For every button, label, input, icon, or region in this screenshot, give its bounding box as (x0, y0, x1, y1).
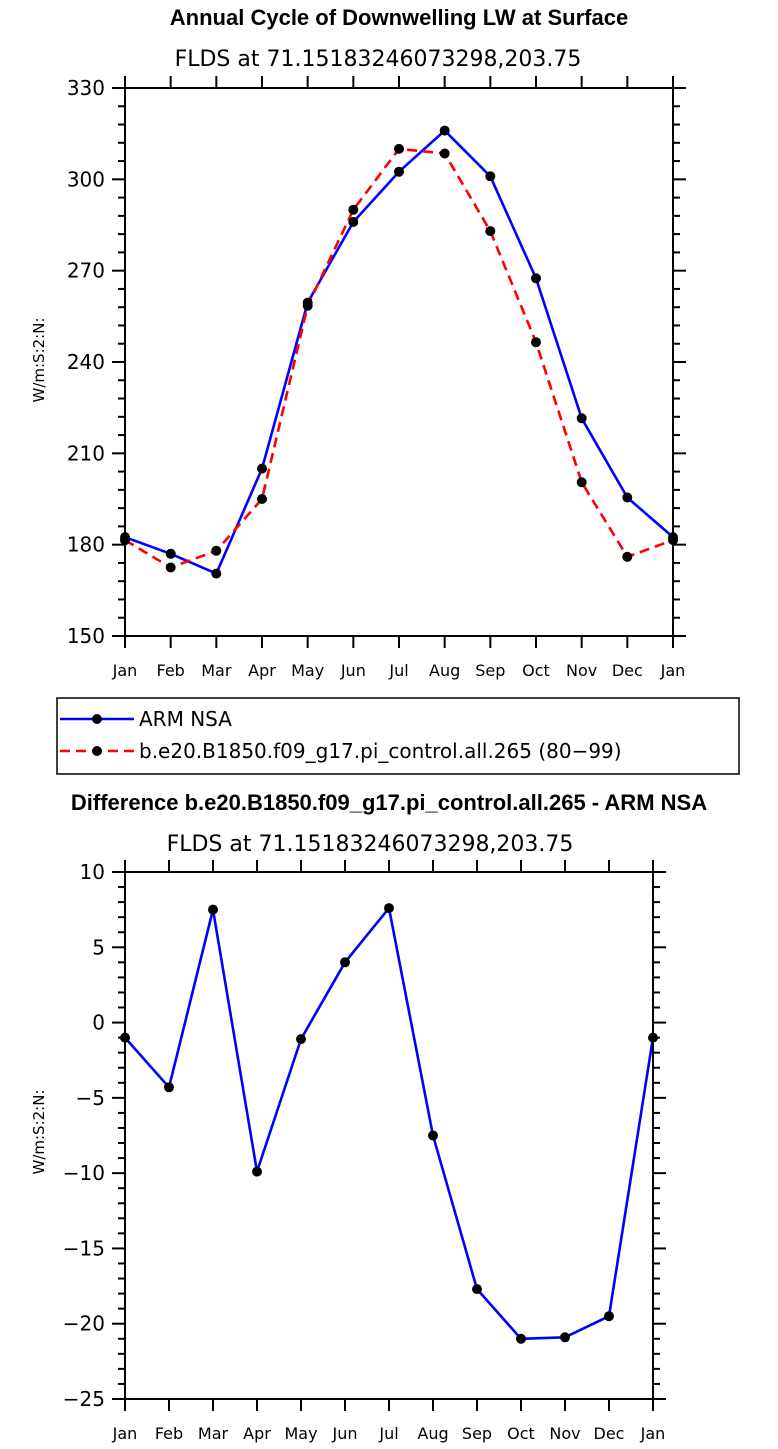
data-point-1-4 (302, 300, 313, 311)
data-point-1-11 (622, 551, 633, 562)
x-tick-label-dec: Dec (612, 661, 643, 680)
data-point-0-7 (439, 125, 450, 136)
series-line-b-e20-b1850-f09-g17-pi-control-all-265-80-99 (124, 147, 674, 569)
y-tick-label: 330 (67, 76, 105, 100)
data-point-0-5 (348, 217, 359, 227)
y-tick-label: 150 (67, 624, 105, 648)
series-line-arm-nsa (124, 129, 674, 575)
x-tick-label-oct: Oct (522, 661, 550, 680)
x-tick-label-jun: Jun (340, 661, 366, 680)
legend-label-arm-nsa: ARM NSA (139, 707, 232, 731)
y-axis-label: W/m:S:2:N: (30, 318, 48, 403)
y-axis-label: W/m:S:2:N: (30, 1090, 48, 1175)
x-tick-label-mar: Mar (198, 1424, 229, 1443)
data-point-1-2 (211, 545, 222, 556)
data-point-0-4 (296, 1034, 306, 1045)
legend-label-model: b.e20.B1850.f09_g17.pi_control.all.265 (… (139, 739, 622, 763)
legend-marker-arm-nsa (92, 714, 102, 724)
x-tick-label-jan: Jan (112, 661, 138, 680)
data-point-0-11 (604, 1311, 614, 1322)
data-point-0-7 (428, 1130, 438, 1141)
data-point-0-6 (394, 166, 404, 177)
x-tick-label-oct: Oct (507, 1424, 535, 1443)
y-tick-label: −25 (63, 1387, 105, 1411)
plot-frame (124, 871, 654, 1400)
x-tick-label-may: May (284, 1424, 317, 1443)
data-point-1-8 (485, 226, 496, 237)
data-point-1-1 (165, 562, 176, 573)
y-tick-label: −20 (63, 1312, 105, 1336)
x-tick-label-feb: Feb (157, 661, 185, 680)
x-tick-label-sep: Sep (462, 1424, 492, 1443)
data-point-0-8 (472, 1284, 482, 1295)
x-tick-label-aug: Aug (429, 661, 460, 680)
y-tick-label: −10 (63, 1161, 105, 1185)
y-tick-label: 300 (67, 167, 105, 191)
series-line-0 (124, 906, 655, 1341)
data-point-0-2 (211, 568, 222, 579)
x-tick-label-apr: Apr (248, 661, 276, 680)
y-tick-label: 180 (67, 533, 105, 557)
data-point-0-9 (531, 273, 541, 284)
data-point-0-3 (252, 1166, 262, 1177)
x-tick-label-jan: Jan (112, 1424, 138, 1443)
data-point-1-10 (576, 477, 587, 488)
y-tick-label: 270 (67, 259, 105, 283)
data-point-1-9 (531, 337, 541, 348)
data-point-0-10 (576, 413, 587, 424)
plot-area: −25 −20 −15 −10 −5 0 5 10 Jan Feb Mar Apr May Jun Jul A… (63, 860, 666, 1443)
x-tick-label-may: May (291, 661, 324, 680)
data-point-0-9 (516, 1333, 526, 1344)
x-tick-label-jan: Jan (640, 1424, 666, 1443)
y-tick-label: 10 (80, 860, 105, 884)
y-tick-label: 0 (92, 1011, 105, 1035)
data-point-1-7 (439, 148, 450, 159)
chart-title: Annual Cycle of Downwelling LW at Surfac… (170, 5, 628, 30)
y-tick-label: 210 (67, 441, 105, 465)
y-tick-label: 240 (67, 350, 105, 374)
x-tick-label-mar: Mar (201, 661, 232, 680)
chart-subtitle: FLDS at 71.15183246073298,203.75 (167, 832, 574, 857)
chart-subtitle: FLDS at 71.15183246073298,203.75 (175, 47, 582, 72)
data-point-0-11 (622, 492, 633, 503)
legend-marker-model (92, 746, 102, 756)
x-tick-label-dec: Dec (594, 1424, 625, 1443)
data-point-1-5 (348, 204, 359, 215)
x-tick-label-sep: Sep (475, 661, 505, 680)
data-point-0-5 (340, 957, 350, 968)
legend: ARM NSA b.e20.B1850.f09_g17.pi_control.a… (56, 697, 740, 775)
data-point-0-10 (560, 1332, 570, 1343)
difference-chart: Difference b.e20.B1850.f09_g17.pi_contro… (30, 790, 707, 1443)
data-point-0-2 (208, 904, 218, 915)
x-tick-label-nov: Nov (566, 661, 597, 680)
data-point-0-8 (485, 171, 496, 182)
x-tick-label-jan: Jan (660, 661, 686, 680)
data-point-1-6 (394, 143, 404, 154)
chart-title: Difference b.e20.B1850.f09_g17.pi_contro… (71, 790, 707, 815)
data-point-0-1 (165, 548, 176, 559)
x-tick-label-jun: Jun (332, 1424, 358, 1443)
y-tick-label: −15 (63, 1236, 105, 1260)
x-tick-label-jul: Jul (388, 661, 408, 680)
data-point-1-3 (257, 494, 267, 504)
x-tick-label-feb: Feb (155, 1424, 183, 1443)
x-tick-label-aug: Aug (417, 1424, 448, 1443)
y-tick-label: 5 (92, 935, 105, 959)
x-tick-label-jul: Jul (378, 1424, 398, 1443)
data-point-0-1 (164, 1082, 174, 1093)
annual-cycle-chart: Annual Cycle of Downwelling LW at Surfac… (30, 5, 686, 680)
plot-area: 150 180 210 240 270 300 330 Jan Feb Mar Apr May Jun J… (67, 76, 686, 680)
data-point-0-3 (257, 463, 267, 474)
legend-box (56, 697, 740, 775)
x-tick-label-nov: Nov (549, 1424, 580, 1443)
data-point-0-6 (384, 903, 394, 914)
x-tick-label-apr: Apr (243, 1424, 271, 1443)
y-tick-label: −5 (76, 1086, 105, 1110)
